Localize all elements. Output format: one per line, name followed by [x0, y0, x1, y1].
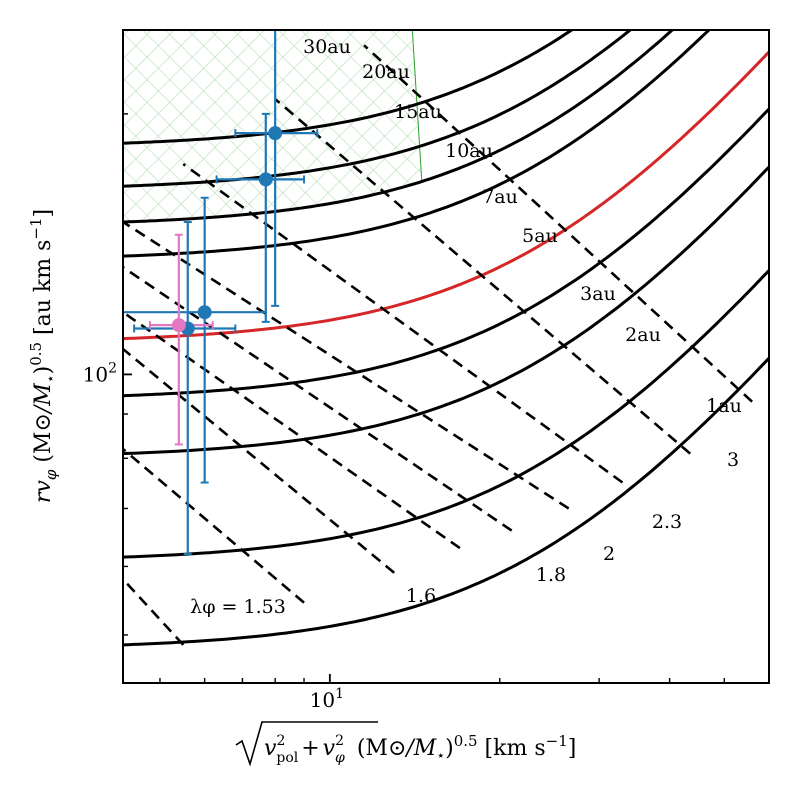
radius-label-5au: 5au: [522, 225, 558, 247]
radius-label-20au: 20au: [362, 61, 410, 83]
lambda-label-1.8: 1.8: [536, 564, 566, 586]
lambda-curve: [123, 357, 769, 647]
lambda-label-1.6: 1.6: [406, 585, 436, 607]
x-axis-sq2: 2: [335, 733, 344, 749]
lambda-label-2: 2: [603, 543, 615, 565]
radius-contour: [123, 311, 461, 550]
y-axis-neg1: −1: [27, 217, 45, 239]
y-axis-rest: [au km s: [31, 240, 56, 342]
radius-label-10au: 10au: [445, 140, 493, 162]
lambda-label-2.3: 2.3: [652, 511, 682, 533]
y-axis-units: (M: [31, 432, 56, 463]
blue-error-bar: [133, 221, 237, 556]
x-axis-rest: [km s: [478, 736, 546, 761]
radius-contour: [123, 347, 396, 574]
blue-error-bar: [123, 196, 267, 484]
radius-contour: [123, 220, 570, 510]
ticks: 101 102: [83, 113, 726, 712]
y-axis-exp: 0.5: [27, 342, 45, 366]
x-axis-units: (M: [357, 736, 388, 761]
y-axis-title: rvφ (M⊙/M⋆)0.5 [au km s−1]: [27, 209, 60, 503]
blue-point: [268, 126, 283, 141]
radius-contour: [123, 448, 305, 604]
lambda-label-1.53: λφ = 1.53: [190, 596, 286, 618]
lambda-curve: [123, 30, 712, 258]
radius-label-3au: 3au: [580, 283, 616, 305]
x-axis-phi: φ: [335, 750, 345, 766]
lambda-curve: [123, 30, 675, 224]
pink-point: [171, 318, 186, 333]
radius-label-2au: 2au: [625, 324, 661, 346]
x-axis-neg1: −1: [546, 732, 568, 750]
lambda-curve: [123, 30, 575, 145]
lambda-curve: [123, 269, 769, 559]
lambda-curve: [123, 165, 769, 456]
radius-contour: [123, 266, 513, 532]
lambda-label-3: 3: [727, 449, 739, 471]
x-axis-exp: 0.5: [454, 732, 478, 750]
y-axis-bracket: ]: [31, 209, 56, 218]
blue-point: [258, 172, 273, 187]
lambda-curve: [123, 50, 769, 341]
radius-contour: [363, 44, 753, 403]
x-axis-title: v2 pol + v2 φ (M⊙/M⋆)0.5 [km s−1]: [235, 721, 576, 767]
x-axis-v1: v: [264, 736, 277, 761]
radius-label-1au: 1au: [706, 395, 742, 417]
y-axis-close: ): [31, 366, 56, 375]
radius-contour: [123, 578, 185, 646]
x-axis-pol: pol: [276, 750, 298, 766]
radius-contour: [274, 98, 692, 455]
y-axis-rv: rv: [31, 480, 56, 504]
radius-label-30au: 30au: [303, 36, 351, 58]
y-axis-phi: φ: [42, 469, 60, 480]
data-points: [171, 126, 283, 336]
y-axis-star: ⋆: [43, 374, 59, 383]
x-axis-v2: v: [323, 736, 336, 761]
radius-contour: [182, 163, 624, 484]
x-tick-label: 101: [310, 686, 344, 712]
x-axis-star: ⋆: [436, 748, 445, 764]
radius-label-15au: 15au: [394, 101, 442, 123]
x-axis-close: ]: [568, 736, 577, 761]
plot-area: [123, 30, 769, 647]
lambda-curve: [123, 107, 769, 398]
x-axis-odot: ⊙: [388, 736, 406, 761]
y-tick-label: 102: [83, 360, 117, 386]
blue-point: [197, 305, 212, 320]
x-axis-mstar: /M: [404, 736, 436, 761]
plot-frame: [122, 29, 770, 684]
y-axis-odot: ⊙: [31, 413, 56, 431]
x-axis-sq1: 2: [276, 733, 285, 749]
radius-label-7au: 7au: [482, 186, 518, 208]
y-axis-mstar: /M: [31, 383, 56, 415]
pink-error-bar: [148, 233, 214, 446]
sqrt-sign: [235, 721, 378, 767]
